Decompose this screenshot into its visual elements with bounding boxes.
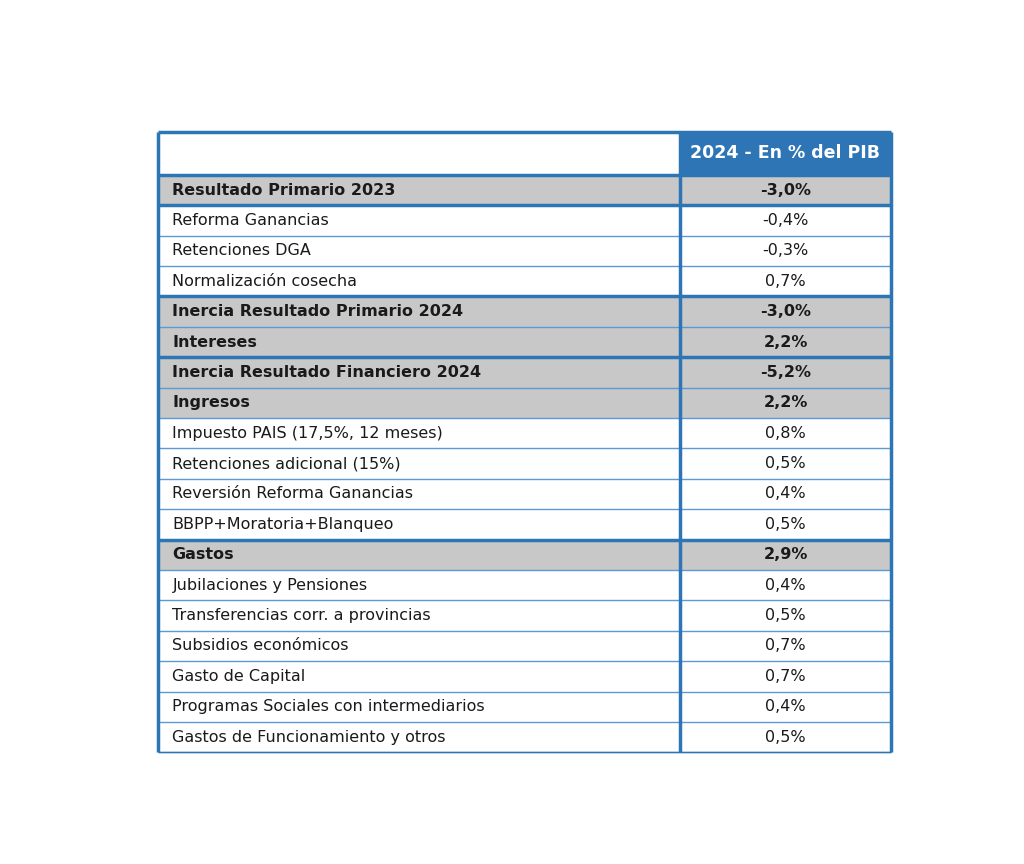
Text: 0,4%: 0,4% bbox=[765, 578, 806, 593]
Bar bbox=[158, 661, 892, 691]
Text: Ingresos: Ingresos bbox=[172, 396, 250, 410]
Text: 0,8%: 0,8% bbox=[765, 426, 806, 441]
Bar bbox=[158, 631, 892, 661]
Bar bbox=[158, 479, 892, 509]
Bar bbox=[158, 722, 892, 753]
Text: 0,7%: 0,7% bbox=[765, 638, 806, 653]
Bar bbox=[158, 206, 892, 236]
Text: -0,3%: -0,3% bbox=[763, 244, 809, 258]
Bar bbox=[158, 570, 892, 600]
Bar bbox=[158, 388, 892, 418]
Text: 2,2%: 2,2% bbox=[763, 396, 808, 410]
Text: Transferencias corr. a provincias: Transferencias corr. a provincias bbox=[172, 608, 431, 623]
Bar bbox=[158, 600, 892, 631]
Text: -3,0%: -3,0% bbox=[760, 304, 811, 319]
Text: 0,4%: 0,4% bbox=[765, 699, 806, 715]
Text: Impuesto PAIS (17,5%, 12 meses): Impuesto PAIS (17,5%, 12 meses) bbox=[172, 426, 443, 441]
Bar bbox=[158, 509, 892, 540]
Text: -0,4%: -0,4% bbox=[762, 213, 809, 228]
Text: Intereses: Intereses bbox=[172, 334, 257, 350]
Bar bbox=[158, 691, 892, 722]
Bar bbox=[158, 327, 892, 357]
Text: Inercia Resultado Financiero 2024: Inercia Resultado Financiero 2024 bbox=[172, 365, 481, 380]
Text: Normalización cosecha: Normalización cosecha bbox=[172, 274, 357, 289]
Text: 0,5%: 0,5% bbox=[765, 517, 806, 532]
Bar bbox=[158, 131, 680, 175]
Text: Jubilaciones y Pensiones: Jubilaciones y Pensiones bbox=[172, 578, 368, 593]
Bar bbox=[158, 418, 892, 448]
Text: -3,0%: -3,0% bbox=[760, 182, 811, 198]
Text: 2,2%: 2,2% bbox=[763, 334, 808, 350]
Bar bbox=[158, 540, 892, 570]
Text: Retenciones DGA: Retenciones DGA bbox=[172, 244, 311, 258]
Text: 0,5%: 0,5% bbox=[765, 608, 806, 623]
Bar bbox=[158, 296, 892, 327]
Text: 0,7%: 0,7% bbox=[765, 274, 806, 289]
Text: Reversión Reforma Ganancias: Reversión Reforma Ganancias bbox=[172, 486, 414, 501]
Text: Programas Sociales con intermediarios: Programas Sociales con intermediarios bbox=[172, 699, 485, 715]
Bar bbox=[158, 448, 892, 479]
Text: Gasto de Capital: Gasto de Capital bbox=[172, 669, 306, 683]
Text: 0,5%: 0,5% bbox=[765, 729, 806, 745]
Text: Resultado Primario 2023: Resultado Primario 2023 bbox=[172, 182, 396, 198]
Text: Gastos de Funcionamiento y otros: Gastos de Funcionamiento y otros bbox=[172, 729, 445, 745]
Text: Gastos: Gastos bbox=[172, 547, 234, 562]
Text: BBPP+Moratoria+Blanqueo: BBPP+Moratoria+Blanqueo bbox=[172, 517, 394, 532]
Bar bbox=[158, 175, 892, 206]
Text: Reforma Ganancias: Reforma Ganancias bbox=[172, 213, 329, 228]
Bar bbox=[158, 266, 892, 296]
Text: -5,2%: -5,2% bbox=[760, 365, 811, 380]
Text: 0,4%: 0,4% bbox=[765, 486, 806, 501]
Text: Subsidios económicos: Subsidios económicos bbox=[172, 638, 349, 653]
Text: 0,7%: 0,7% bbox=[765, 669, 806, 683]
Text: 0,5%: 0,5% bbox=[765, 456, 806, 471]
Bar bbox=[680, 131, 892, 175]
Bar bbox=[158, 236, 892, 266]
Text: 2,9%: 2,9% bbox=[763, 547, 808, 562]
Text: Retenciones adicional (15%): Retenciones adicional (15%) bbox=[172, 456, 401, 471]
Text: Inercia Resultado Primario 2024: Inercia Resultado Primario 2024 bbox=[172, 304, 464, 319]
Bar bbox=[158, 357, 892, 388]
Text: 2024 - En % del PIB: 2024 - En % del PIB bbox=[690, 144, 881, 162]
